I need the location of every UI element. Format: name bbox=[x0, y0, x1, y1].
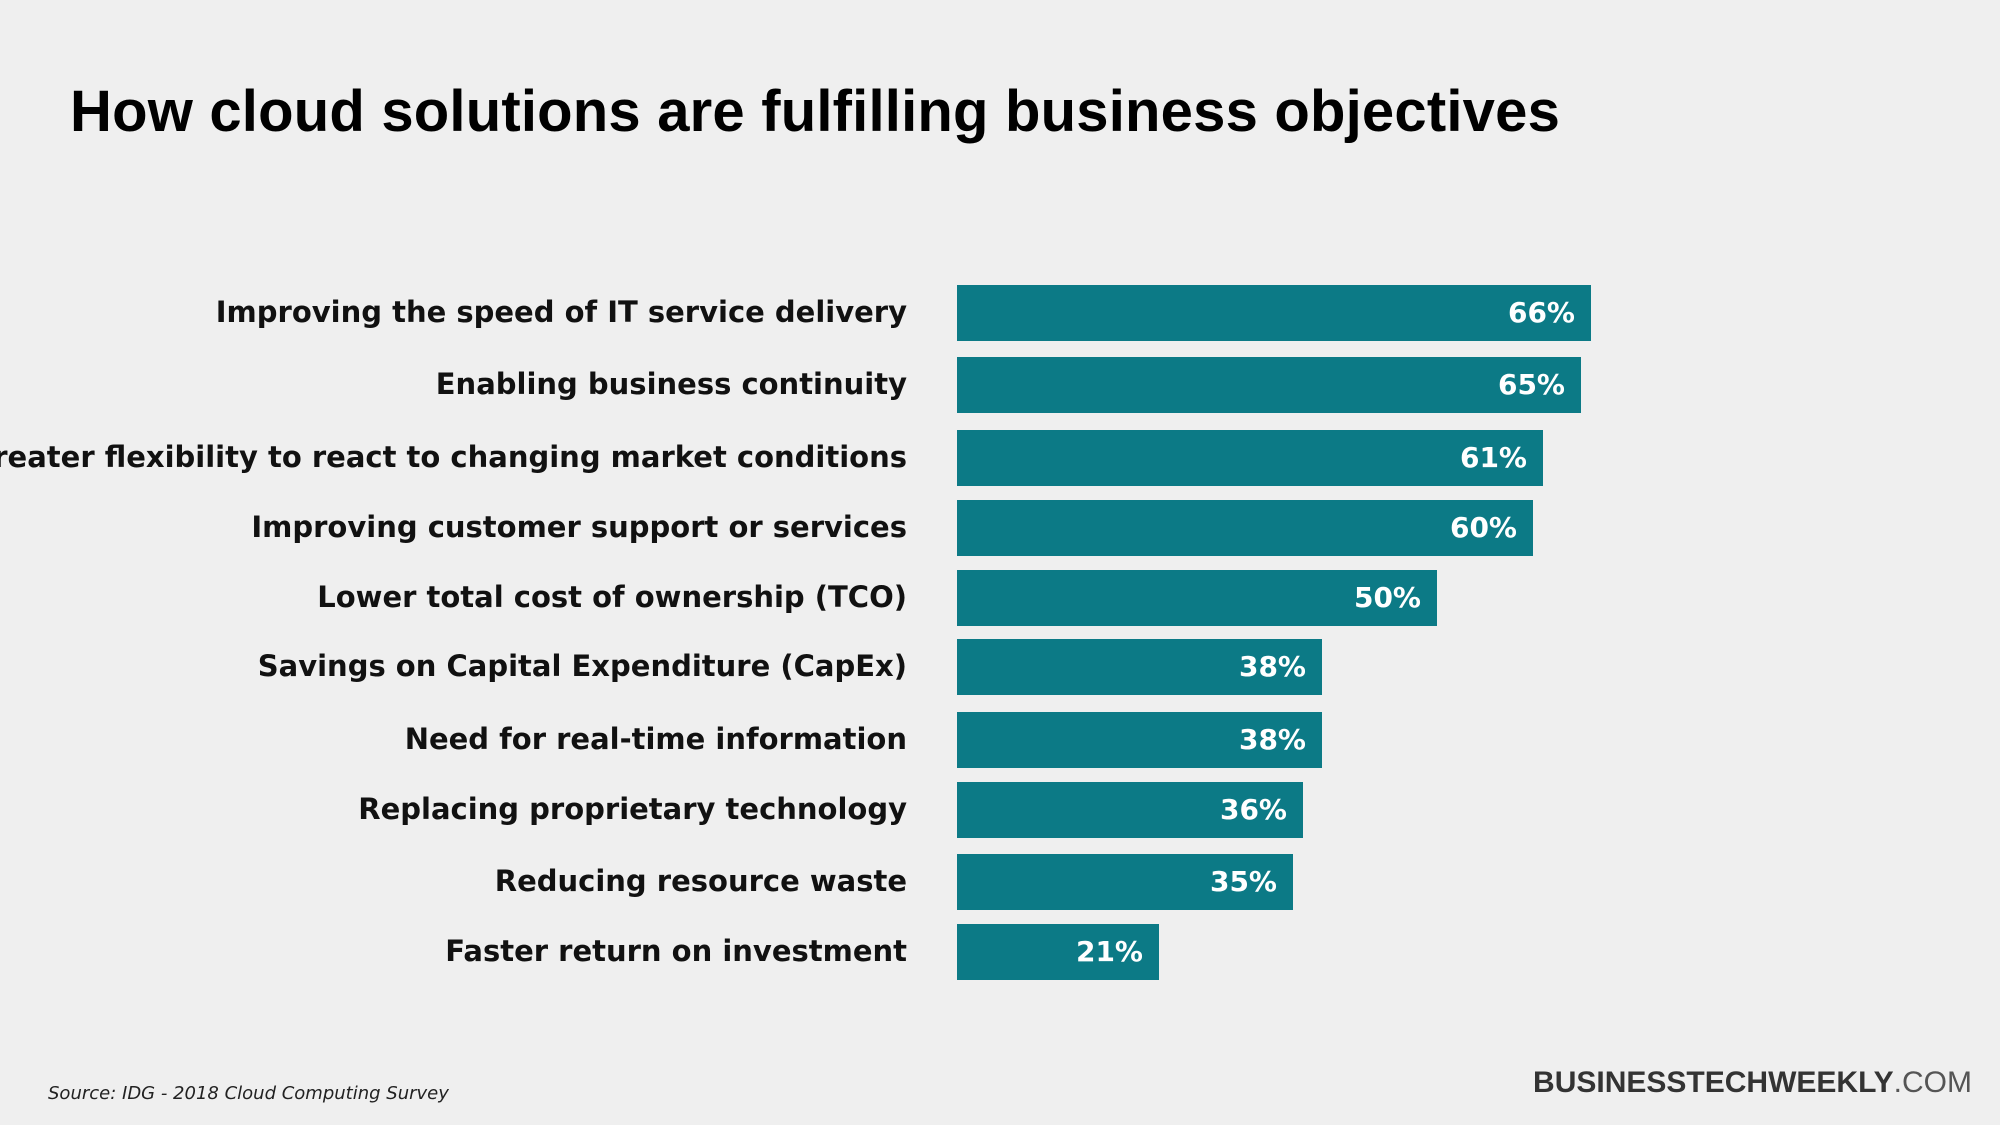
source-note: Source: IDG - 2018 Cloud Computing Surve… bbox=[48, 1083, 449, 1104]
value-label: 21% bbox=[1075, 935, 1143, 968]
brand-logo: BUSINESSTECHWEEKLY.COM bbox=[1533, 1066, 1972, 1100]
value-label: 65% bbox=[1497, 368, 1565, 401]
bar bbox=[957, 639, 1322, 695]
value-label: 36% bbox=[1219, 793, 1287, 826]
bar bbox=[957, 924, 1159, 980]
category-label: Faster return on investment bbox=[445, 934, 907, 968]
brand-name: BUSINESSTECHWEEKLY bbox=[1533, 1066, 1894, 1099]
value-label: 66% bbox=[1507, 296, 1575, 329]
value-label: 35% bbox=[1209, 865, 1277, 898]
value-label: 60% bbox=[1449, 511, 1517, 544]
bar bbox=[957, 357, 1581, 413]
chart-title: How cloud solutions are fulfilling busin… bbox=[70, 79, 1561, 144]
bar bbox=[957, 854, 1293, 910]
value-label: 50% bbox=[1353, 581, 1421, 614]
bar bbox=[957, 285, 1591, 341]
bar bbox=[957, 712, 1322, 768]
bar bbox=[957, 782, 1303, 838]
brand-domain: .COM bbox=[1893, 1066, 1972, 1099]
category-label: Enabling business continuity bbox=[435, 367, 907, 401]
category-label: Need for real-time information bbox=[404, 722, 907, 756]
value-label: 38% bbox=[1238, 723, 1306, 756]
category-label: Savings on Capital Expenditure (CapEx) bbox=[257, 649, 907, 683]
category-label: Lower total cost of ownership (TCO) bbox=[317, 580, 907, 614]
bar bbox=[957, 570, 1437, 626]
value-label: 38% bbox=[1238, 650, 1306, 683]
category-label: Improving customer support or services bbox=[251, 510, 907, 544]
category-label: Greater flexibility to react to changing… bbox=[0, 440, 907, 474]
category-label: Improving the speed of IT service delive… bbox=[215, 295, 907, 329]
category-label: Replacing proprietary technology bbox=[358, 792, 907, 826]
category-label: Reducing resource waste bbox=[494, 864, 907, 898]
bar bbox=[957, 430, 1543, 486]
value-label: 61% bbox=[1459, 441, 1527, 474]
bar bbox=[957, 500, 1533, 556]
